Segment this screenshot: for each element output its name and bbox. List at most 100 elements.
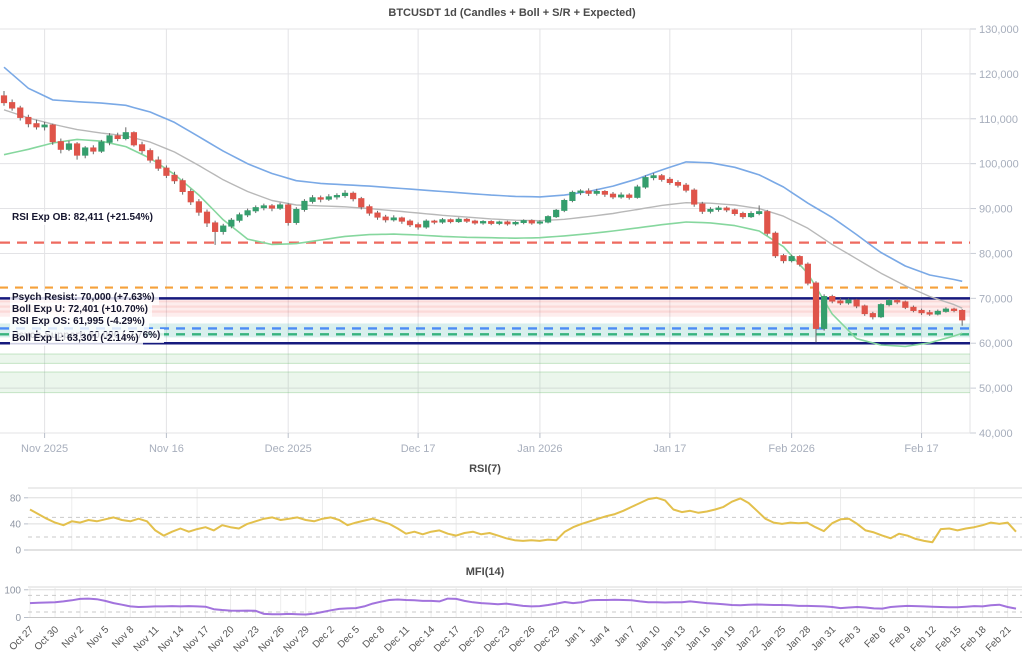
candle [155,159,162,169]
candle [812,282,820,329]
y-axis-label: 50,000 [979,383,1013,395]
x-axis-label: Feb 17 [904,443,938,455]
mfi-panel-ytick: 100 [4,585,21,596]
candle [877,304,885,318]
candle [130,132,138,146]
candle [950,308,958,311]
date-label: Dec 29 [532,624,562,654]
candle [57,141,64,150]
candle [366,206,373,214]
candle [544,216,552,223]
candle [821,296,828,329]
candle [33,123,40,128]
candle [236,214,243,221]
candle [285,204,292,223]
candle [772,232,779,257]
candle [439,219,446,223]
candle [756,211,763,214]
candle [747,212,755,218]
candle [731,209,738,214]
rsi-panel-ytick: 80 [10,493,22,504]
candle [626,194,633,198]
candle [780,255,787,262]
candle [569,191,576,201]
support-zone-2 [0,371,970,393]
candle [341,192,349,197]
y-axis-label: 40,000 [979,428,1013,440]
date-label: Dec 20 [457,624,487,654]
candle [138,144,146,152]
date-label: Nov 20 [206,624,236,654]
candle [642,177,649,188]
candle [553,209,560,218]
y-axis-label: 120,000 [979,69,1019,81]
rsi-panel-ytick: 0 [15,546,21,557]
candle [488,221,495,224]
candle [350,192,357,200]
candle [187,190,194,203]
candle [536,221,544,224]
candle [41,124,48,128]
candle [25,116,32,125]
y-axis-label: 90,000 [979,204,1013,216]
boll-lower-band [3,138,963,348]
candle [528,220,535,224]
expected-zone-pink-stripe-3 [0,310,970,313]
date-label: Feb 21 [984,624,1014,654]
date-label: Jan 19 [709,624,738,653]
expected-zone-pink [0,298,970,317]
date-label: Dec 26 [507,624,537,654]
date-label: Jan 25 [759,624,788,653]
candle [463,218,470,222]
candle [90,147,97,152]
candle [885,300,893,306]
y-axis-label: 100,000 [979,159,1019,171]
candle [195,201,202,213]
date-label: Oct 27 [8,624,37,653]
expected-zone-pink-stripe-1 [0,300,970,303]
mfi-panel-ytick: 0 [15,613,21,624]
candle [309,197,316,202]
date-label: Jan 1 [563,624,588,649]
support-zone-1 [0,353,970,364]
chart-title: BTCUSDT 1d (Candles + Boll + S/R + Expec… [388,7,636,19]
candle [171,174,178,182]
date-label: Dec 2 [311,624,338,651]
candle [82,147,89,156]
rsi-panel-ytick: 40 [10,519,22,530]
candle [910,306,917,311]
candle [333,195,341,198]
candle [317,197,324,200]
candle [423,220,430,228]
candle [390,217,397,221]
candle [455,218,462,223]
candle [593,190,600,194]
candle [577,190,584,193]
candle [9,102,16,109]
candle [723,207,730,211]
candle [845,299,852,304]
candle [325,196,332,200]
date-label: Jan 16 [684,624,713,653]
candle [276,204,284,209]
candle [601,190,608,195]
candle [918,309,925,314]
date-label: Jan 13 [659,624,688,653]
y-axis-label: 70,000 [979,293,1013,305]
candle [179,180,186,192]
candle [49,124,56,143]
x-axis-label: Dec 17 [401,443,436,455]
date-label: Dec 11 [382,624,412,654]
date-label: Nov 14 [156,624,186,654]
candle [658,175,665,180]
rsi-panel-line [29,496,1017,544]
candle [358,198,365,208]
candle [447,219,454,223]
date-label: Dec 5 [336,624,363,651]
mfi-panel-title: MFI(14) [465,566,505,578]
candle [65,143,73,150]
expected-zone-pink-stripe-2 [0,305,970,308]
